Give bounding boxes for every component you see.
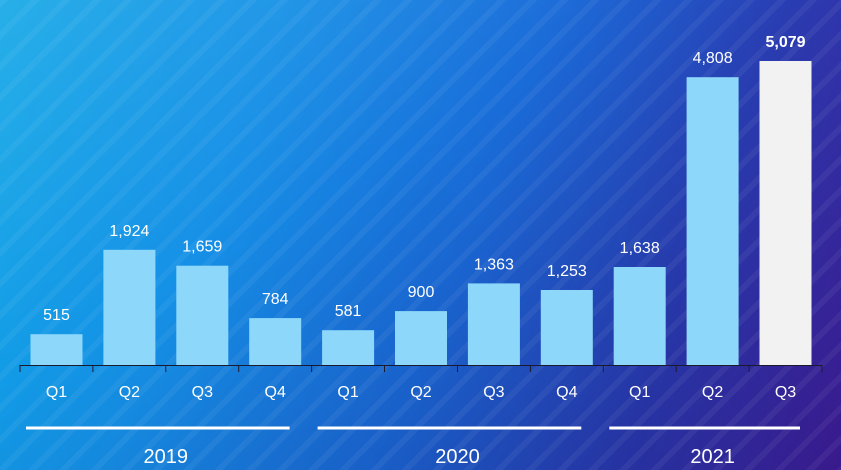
bar bbox=[103, 249, 156, 365]
bar bbox=[249, 318, 302, 365]
group-label: 2019 bbox=[144, 446, 189, 468]
bar bbox=[613, 267, 666, 365]
bar bbox=[322, 330, 375, 365]
bar bbox=[176, 265, 229, 365]
value-label: 1,253 bbox=[547, 263, 587, 280]
bar bbox=[686, 77, 739, 365]
bar bbox=[759, 61, 812, 365]
value-label: 581 bbox=[335, 303, 362, 320]
value-label: 1,363 bbox=[474, 256, 514, 273]
value-label: 1,659 bbox=[182, 239, 222, 256]
x-tick-label: Q3 bbox=[775, 384, 796, 401]
value-label: 900 bbox=[408, 284, 435, 301]
group-label: 2021 bbox=[690, 446, 735, 468]
x-tick-label: Q3 bbox=[192, 384, 213, 401]
value-label: 784 bbox=[262, 291, 289, 308]
value-label: 1,638 bbox=[620, 240, 660, 257]
value-label: 515 bbox=[43, 307, 70, 324]
x-tick-label: Q2 bbox=[702, 384, 723, 401]
value-label: 5,079 bbox=[765, 34, 805, 51]
x-tick-label: Q3 bbox=[483, 384, 504, 401]
value-label: 1,924 bbox=[109, 223, 149, 240]
x-tick-label: Q2 bbox=[119, 384, 140, 401]
bar bbox=[540, 290, 593, 365]
x-tick-label: Q4 bbox=[556, 384, 577, 401]
x-tick-label: Q1 bbox=[629, 384, 650, 401]
bar bbox=[30, 334, 83, 365]
x-tick-label: Q2 bbox=[410, 384, 431, 401]
x-tick-label: Q4 bbox=[265, 384, 286, 401]
group-label: 2020 bbox=[435, 446, 480, 468]
bar bbox=[467, 283, 520, 365]
value-label: 4,808 bbox=[693, 50, 733, 67]
bar bbox=[395, 311, 447, 365]
x-tick-label: Q1 bbox=[46, 384, 67, 401]
x-tick-label: Q1 bbox=[337, 384, 358, 401]
